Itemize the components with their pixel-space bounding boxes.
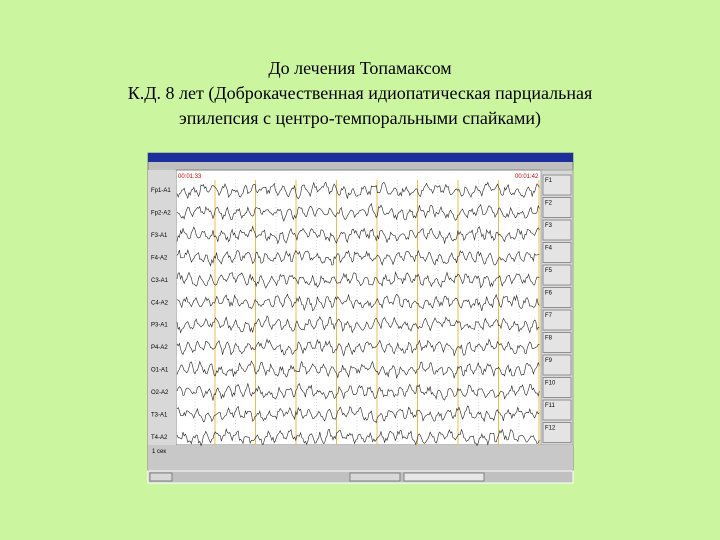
function-button[interactable]	[542, 377, 572, 398]
function-key: F5	[545, 268, 553, 274]
eeg-window: 1 сек	[147, 152, 574, 484]
function-button[interactable]	[542, 242, 572, 263]
title-line: эпилепсия с центро-темпоральными спайкам…	[179, 108, 541, 129]
eeg-trace	[176, 315, 540, 334]
channel-label: Fp2-A2	[151, 210, 171, 216]
title-line: К.Д. 8 лет (Доброкачественная идиопатиче…	[128, 83, 592, 104]
channel-label: C3-A1	[151, 278, 169, 284]
channel-label: P3-A1	[151, 323, 168, 329]
eeg-trace	[176, 225, 540, 245]
eeg-trace	[176, 405, 540, 424]
eeg-trace	[176, 360, 540, 379]
function-key: F8	[545, 336, 553, 342]
eeg-trace	[176, 249, 540, 267]
function-key: F12	[545, 426, 556, 432]
end-time: 00:01:42	[515, 174, 539, 180]
channel-label: P4-A2	[151, 345, 168, 351]
function-key: F1	[545, 178, 553, 184]
eeg-trace	[176, 293, 540, 312]
function-button[interactable]	[542, 332, 572, 353]
plot-area	[175, 169, 542, 446]
function-button[interactable]	[542, 399, 572, 421]
function-key: F7	[545, 313, 553, 319]
function-button[interactable]	[542, 197, 572, 218]
channel-label: T4-A2	[151, 435, 168, 441]
channel-label: O1-A1	[151, 368, 169, 374]
eeg-trace	[176, 383, 540, 401]
task-button[interactable]	[349, 472, 401, 482]
title-bar	[148, 153, 573, 162]
channel-label: C4-A2	[151, 300, 169, 306]
function-button[interactable]	[542, 309, 572, 331]
label-panel	[148, 170, 176, 445]
timebase: 1 сек	[152, 449, 166, 455]
channel-label: F3-A1	[151, 233, 168, 239]
eeg-trace	[176, 338, 540, 357]
function-key: F11	[545, 403, 556, 409]
title-line: До лечения Топамаксом	[268, 58, 451, 78]
eeg-trace	[176, 181, 540, 200]
function-key: F10	[545, 381, 556, 387]
eeg-trace	[176, 427, 540, 447]
start-time: 00:01:33	[178, 174, 202, 180]
function-key: F4	[545, 246, 553, 252]
function-button[interactable]	[542, 287, 572, 308]
function-button[interactable]	[542, 174, 572, 196]
function-key: F6	[545, 291, 553, 297]
function-button[interactable]	[542, 264, 572, 286]
status-area	[148, 445, 573, 470]
eeg-trace	[176, 203, 540, 222]
task-button[interactable]	[403, 472, 485, 482]
function-key: F9	[545, 358, 553, 364]
eeg-trace	[176, 271, 540, 289]
channel-label: O2-A2	[151, 390, 169, 396]
channel-label: T3-A1	[151, 413, 168, 419]
function-key: F2	[545, 201, 553, 207]
function-button[interactable]	[542, 219, 572, 241]
function-button[interactable]	[542, 354, 572, 376]
channel-label: Fp1-A1	[151, 188, 171, 194]
channel-label: F4-A2	[151, 255, 168, 261]
start-button[interactable]	[149, 472, 173, 482]
function-key: F3	[545, 223, 553, 229]
function-button[interactable]	[542, 422, 572, 443]
